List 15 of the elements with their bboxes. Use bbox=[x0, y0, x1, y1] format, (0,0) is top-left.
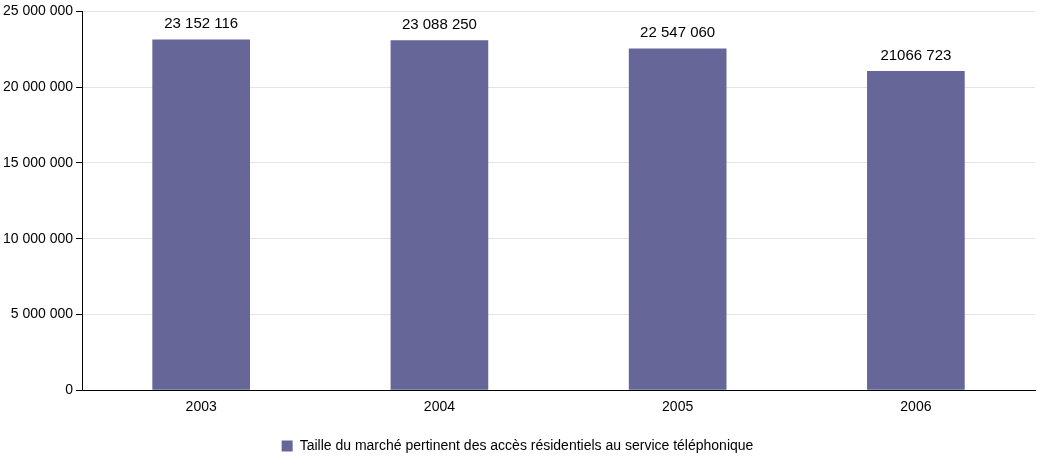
y-tick-label: 0 bbox=[65, 381, 74, 398]
y-tick-label: 5 000 000 bbox=[10, 305, 74, 322]
data-label: 23 088 250 bbox=[401, 15, 477, 33]
x-tick-label: 2003 bbox=[185, 398, 217, 415]
y-tick-label: 25 000 000 bbox=[2, 2, 74, 19]
x-tick-label: 2004 bbox=[423, 398, 456, 415]
data-label: 23 152 116 bbox=[164, 14, 239, 32]
legend-label: Taille du marché pertinent des accès résidentiels au service téléphonique bbox=[299, 436, 754, 453]
y-tick-label: 20 000 000 bbox=[2, 78, 74, 95]
y-tick-label: 15 000 000 bbox=[2, 153, 74, 170]
data-label: 22 547 060 bbox=[640, 23, 716, 41]
y-tick-label: 10 000 000 bbox=[2, 229, 74, 246]
x-tick-label: 2005 bbox=[662, 398, 694, 415]
x-tick-label: 2006 bbox=[900, 398, 932, 415]
data-label: 21066 723 bbox=[880, 45, 952, 63]
